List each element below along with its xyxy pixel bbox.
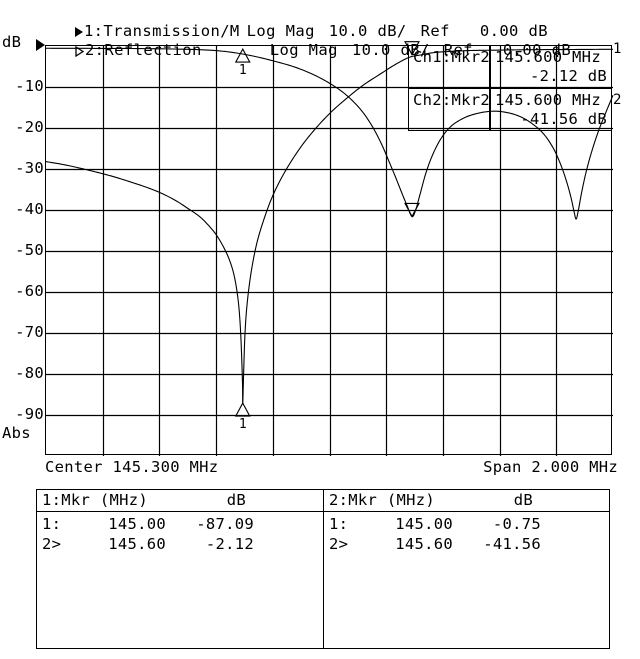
marker-table-ch2-db-header: dB bbox=[513, 491, 533, 509]
marker-readout-ch2[interactable]: Ch2:Mkr2 145.600 MHz -41.56 dB bbox=[408, 88, 612, 131]
channel-2-active-triangle-icon bbox=[75, 45, 85, 58]
marker-table-ch1-header: 1:Mkr (MHz) dB bbox=[37, 490, 323, 512]
marker-readout-ch2-amplitude: -41.56 dB bbox=[520, 110, 607, 128]
marker-row-frequency: 145.60 bbox=[395, 535, 453, 553]
marker-table-row[interactable]: 1: 145.00 -87.09 bbox=[37, 514, 323, 534]
x-axis-center[interactable]: Center 145.300 MHz bbox=[45, 458, 218, 476]
y-tick--70: -70 bbox=[15, 323, 44, 341]
channel-1-ref-label: Ref bbox=[420, 22, 450, 40]
channel-1-header[interactable]: 1:Transmission/M Log Mag 10.0 dB/Ref 0.00 d… bbox=[36, 3, 548, 40]
graph-marker-label: 1 bbox=[239, 63, 247, 78]
y-tick--80: -80 bbox=[15, 364, 44, 382]
marker-layer: 11 bbox=[234, 41, 420, 432]
marker-table-ch2-title-text: 2:Mkr bbox=[329, 491, 378, 509]
channel-1-id: 1: bbox=[83, 22, 104, 40]
graph-marker-2[interactable] bbox=[404, 202, 420, 218]
marker-row-id: 1: bbox=[329, 515, 349, 533]
marker-table-ch1-unit: (MHz) bbox=[99, 491, 148, 509]
marker-row-db: -2.12 bbox=[205, 535, 254, 553]
marker-table-row[interactable]: 2> 145.60 -41.56 bbox=[324, 534, 609, 554]
marker-table-ch1[interactable]: 1:Mkr (MHz) dB 1: 145.00 -87.09 2> 145.60 -2.… bbox=[37, 490, 323, 648]
channel-1-ref-value: 0.00 dB bbox=[479, 22, 548, 40]
channel-1-scale: 10.0 dB/ bbox=[328, 22, 407, 40]
channel-1-active-triangle-icon bbox=[74, 27, 83, 37]
marker-readout-ch1[interactable]: Ch1:Mkr2 145.600 MHz -2.12 dB bbox=[408, 45, 612, 88]
marker-row-frequency: 145.00 bbox=[108, 515, 166, 533]
channel-1-mode: /M bbox=[220, 22, 240, 40]
marker-readout-ch1-channel-text: Ch1: bbox=[413, 48, 452, 66]
y-axis: -10 -20 -30 -40 -50 -60 -70 -80 -90 bbox=[0, 45, 44, 455]
marker-table-ch2-header: 2:Mkr (MHz) dB bbox=[324, 490, 609, 512]
marker-row-id: 1: bbox=[42, 515, 62, 533]
marker-row-id: 2> bbox=[42, 535, 62, 553]
marker-table-ch2-title: 2:Mkr (MHz) bbox=[329, 490, 453, 510]
marker-table-ch1-title-text: 1:Mkr bbox=[42, 491, 91, 509]
marker-table-row[interactable]: 1: 145.00 -0.75 bbox=[324, 514, 609, 534]
y-tick--30: -30 bbox=[15, 159, 44, 177]
graph-marker-label: 1 bbox=[239, 417, 247, 432]
marker-readout-ch2-channel-text: Ch2: bbox=[413, 91, 452, 109]
reference-level-arrow-icon bbox=[36, 39, 45, 51]
x-axis-span[interactable]: Span 2.000 MHz bbox=[483, 458, 618, 476]
marker-row-id: 2> bbox=[329, 535, 349, 553]
graph-marker-1[interactable]: 1 bbox=[234, 401, 251, 432]
marker-table-ch1-title: 1:Mkr (MHz) bbox=[42, 490, 166, 510]
y-tick--50: -50 bbox=[15, 241, 44, 259]
channel-1-name: Transmission bbox=[103, 22, 221, 40]
marker-table-ch2[interactable]: 2:Mkr (MHz) dB 1: 145.00 -0.75 2> 145.60 -41.… bbox=[323, 490, 609, 648]
marker-readout-ch1-divider bbox=[489, 46, 491, 87]
trace-1 bbox=[45, 48, 614, 405]
marker-readout-ch2-marker-text: Mkr2 bbox=[451, 91, 491, 109]
marker-table-ch2-unit: (MHz) bbox=[386, 491, 435, 509]
y-axis-unit-label: dB bbox=[2, 33, 22, 51]
marker-row-frequency: 145.00 bbox=[395, 515, 453, 533]
marker-readout-ch2-divider bbox=[489, 89, 491, 130]
y-tick--90: -90 bbox=[15, 405, 44, 423]
y-tick--40: -40 bbox=[15, 200, 44, 218]
trace-layer bbox=[45, 47, 614, 405]
marker-readout-ch1-channel: Ch1:Mkr2 bbox=[413, 48, 491, 66]
marker-readout-ch2-channel: Ch2:Mkr2 bbox=[413, 91, 491, 109]
marker-row-frequency: 145.60 bbox=[108, 535, 166, 553]
marker-table-row[interactable]: 2> 145.60 -2.12 bbox=[37, 534, 323, 554]
marker-row-db: -0.75 bbox=[492, 515, 541, 533]
x-axis-span-value: 2.000 MHz bbox=[531, 458, 618, 476]
channel-1-format: Log Mag bbox=[246, 22, 315, 40]
marker-table-ch1-db-header: dB bbox=[226, 491, 246, 509]
marker-row-db: -87.09 bbox=[196, 515, 254, 533]
marker-readout-ch1-frequency: 145.600 MHz bbox=[495, 48, 601, 66]
x-axis-center-label: Center bbox=[45, 458, 103, 476]
y-tick--20: -20 bbox=[15, 118, 44, 136]
channel-1-ref-number: 1 bbox=[613, 41, 622, 57]
y-tick--60: -60 bbox=[15, 282, 44, 300]
trace-2 bbox=[46, 47, 614, 220]
y-tick--10: -10 bbox=[15, 77, 44, 95]
marker-row-db: -41.56 bbox=[483, 535, 541, 553]
marker-readout-ch2-frequency: 145.600 MHz bbox=[495, 91, 601, 109]
marker-readout-ch1-amplitude: -2.12 dB bbox=[529, 67, 607, 85]
y-axis-mode-label: Abs bbox=[2, 424, 31, 442]
channel-2-header[interactable]: 2:Reflection Log Mag 10.0 dB/Ref 0.00 dB bbox=[36, 22, 571, 59]
x-axis-center-value: 145.300 MHz bbox=[112, 458, 219, 476]
graticule-grid bbox=[46, 46, 613, 456]
channel-2-ref-number: 2 bbox=[613, 92, 622, 108]
x-axis-span-label: Span bbox=[483, 458, 522, 476]
graph-marker-1[interactable]: 1 bbox=[234, 47, 251, 78]
marker-readout-ch1-marker-text: Mkr2 bbox=[451, 48, 491, 66]
marker-tables: 1:Mkr (MHz) dB 1: 145.00 -87.09 2> 145.60 -2.… bbox=[36, 489, 610, 649]
